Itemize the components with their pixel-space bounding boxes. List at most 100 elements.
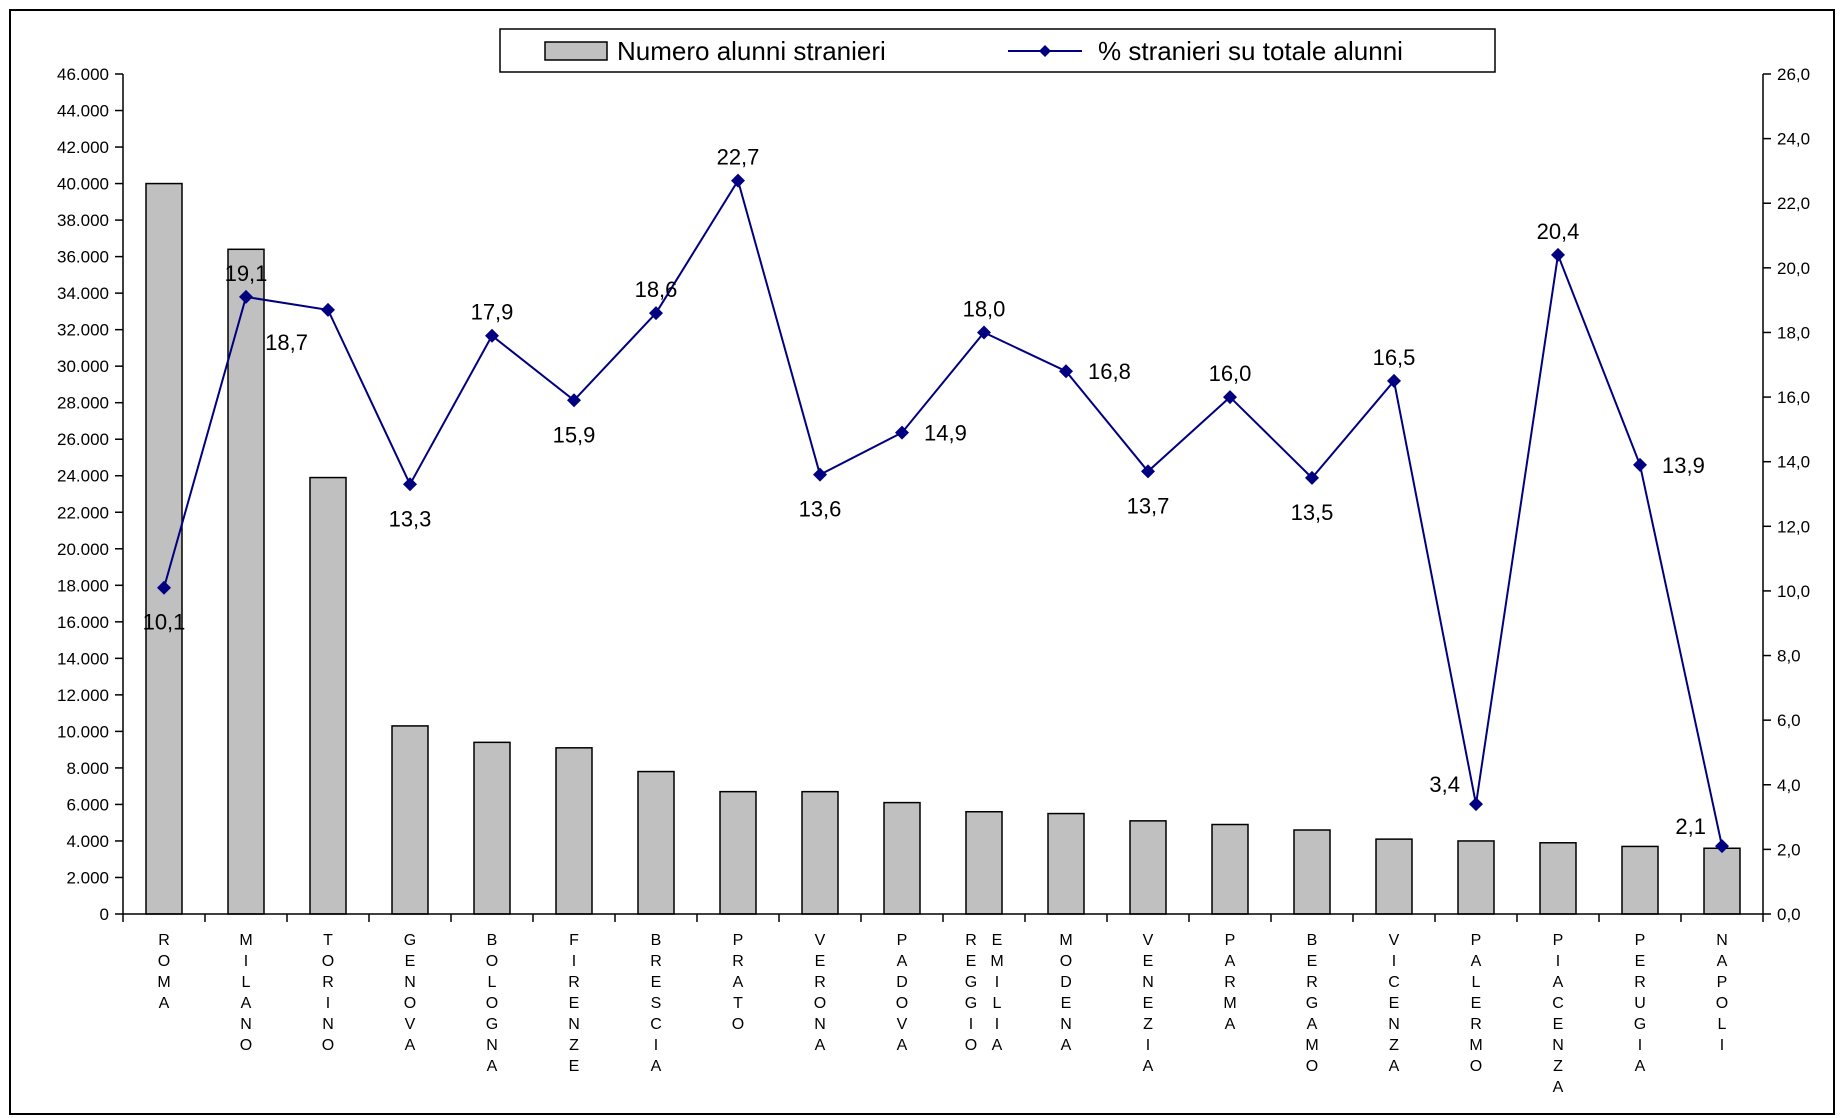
category-letter: L <box>1472 974 1481 991</box>
category-letter: I <box>969 1016 973 1033</box>
category-letter: E <box>569 995 580 1012</box>
category-letter: V <box>897 1016 908 1033</box>
data-label: 16,8 <box>1088 359 1131 384</box>
bar-bologna <box>473 741 511 915</box>
category-letter: R <box>732 953 744 970</box>
y-left-tick-label: 34.000 <box>57 284 109 303</box>
category-letter: O <box>486 953 498 970</box>
category-letter: M <box>1223 995 1236 1012</box>
category-letter: P <box>1553 932 1564 949</box>
category-letter: N <box>322 1016 334 1033</box>
category-letter: A <box>1307 1016 1318 1033</box>
data-label: 16,5 <box>1373 345 1416 370</box>
category-letter: O <box>732 1016 744 1033</box>
y-left-tick-label: 32.000 <box>57 321 109 340</box>
y-left-tick-label: 26.000 <box>57 430 109 449</box>
data-label: 20,4 <box>1537 219 1580 244</box>
category-letter: R <box>1306 974 1318 991</box>
category-letter: E <box>1389 995 1400 1012</box>
line-marker-modena <box>1059 364 1073 379</box>
category-letter: O <box>1306 1058 1318 1075</box>
category-letter: M <box>1469 1037 1482 1054</box>
y-left-tick-label: 16.000 <box>57 613 109 632</box>
legend: Numero alunni stranieri % stranieri su t… <box>499 28 1496 73</box>
line-marker-padova <box>895 425 909 440</box>
category-letter: I <box>326 995 330 1012</box>
y-left-tick-label: 46.000 <box>57 65 109 84</box>
category-letter: P <box>897 932 908 949</box>
y-left-tick-label: 42.000 <box>57 138 109 157</box>
line-marker-palermo <box>1469 797 1483 812</box>
category-letter: A <box>1061 1037 1072 1054</box>
category-letter: Z <box>1553 1058 1563 1075</box>
bar-palermo <box>1457 840 1495 915</box>
bar-firenze <box>555 747 593 915</box>
category-letter: V <box>815 932 826 949</box>
category-letter: A <box>733 974 744 991</box>
line-marker-vicenza <box>1387 373 1401 388</box>
data-label: 18,6 <box>635 277 678 302</box>
data-label: 13,6 <box>799 497 842 522</box>
category-letter: B <box>651 932 662 949</box>
line-marker-firenze <box>567 393 581 408</box>
category-letter: A <box>405 1037 416 1054</box>
category-letter: B <box>1307 932 1318 949</box>
category-letter: P <box>1225 932 1236 949</box>
category-letter: P <box>1635 932 1646 949</box>
bar-reggio-emilia <box>965 810 1003 915</box>
category-letter: O <box>322 953 334 970</box>
line-marker-verona <box>813 467 827 482</box>
bar-padova <box>883 801 921 915</box>
y-right-tick-label: 8,0 <box>1777 647 1801 666</box>
category-letter: D <box>896 974 908 991</box>
category-letter: L <box>242 974 251 991</box>
category-letter: E <box>1471 995 1482 1012</box>
y-left-tick-label: 38.000 <box>57 211 109 230</box>
data-label: 18,7 <box>265 330 308 355</box>
y-left-tick-label: 28.000 <box>57 394 109 413</box>
category-letter: N <box>1552 1037 1564 1054</box>
category-letter: E <box>1307 953 1318 970</box>
y-left-tick-label: 40.000 <box>57 175 109 194</box>
category-letter: E <box>569 1058 580 1075</box>
category-letter: E <box>1553 1016 1564 1033</box>
category-letter: R <box>158 932 170 949</box>
category-letter: I <box>1638 1037 1642 1054</box>
category-letter: A <box>1225 1016 1236 1033</box>
category-letter: R <box>965 932 977 949</box>
y-right-tick-label: 26,0 <box>1777 65 1810 84</box>
bar-modena <box>1047 812 1085 915</box>
category-letter: A <box>815 1037 826 1054</box>
category-letter: O <box>158 953 170 970</box>
category-letter: N <box>568 1016 580 1033</box>
category-letter: I <box>1146 1037 1150 1054</box>
bar-roma <box>145 182 183 915</box>
category-letter: A <box>241 995 252 1012</box>
category-letter: P <box>733 932 744 949</box>
data-label: 13,5 <box>1291 500 1334 525</box>
y-left-tick-label: 18.000 <box>57 576 109 595</box>
line-marker-venezia <box>1141 464 1155 479</box>
y-left-tick-label: 12.000 <box>57 686 109 705</box>
axes-layer: 0 2.000 4.000 6.000 8.000 10.000 12.000 14.000 1… <box>57 65 1810 924</box>
category-letter: O <box>896 995 908 1012</box>
category-letter: G <box>404 932 416 949</box>
category-letter: S <box>651 995 662 1012</box>
category-letter: A <box>1635 1058 1646 1075</box>
y-right-tick-label: 18,0 <box>1777 323 1810 342</box>
line-marker-piacenza <box>1551 247 1565 262</box>
y-right-tick-label: 4,0 <box>1777 776 1801 795</box>
line-marker-genova <box>403 477 417 492</box>
data-label: 2,1 <box>1675 814 1706 839</box>
bar-prato <box>719 790 757 915</box>
